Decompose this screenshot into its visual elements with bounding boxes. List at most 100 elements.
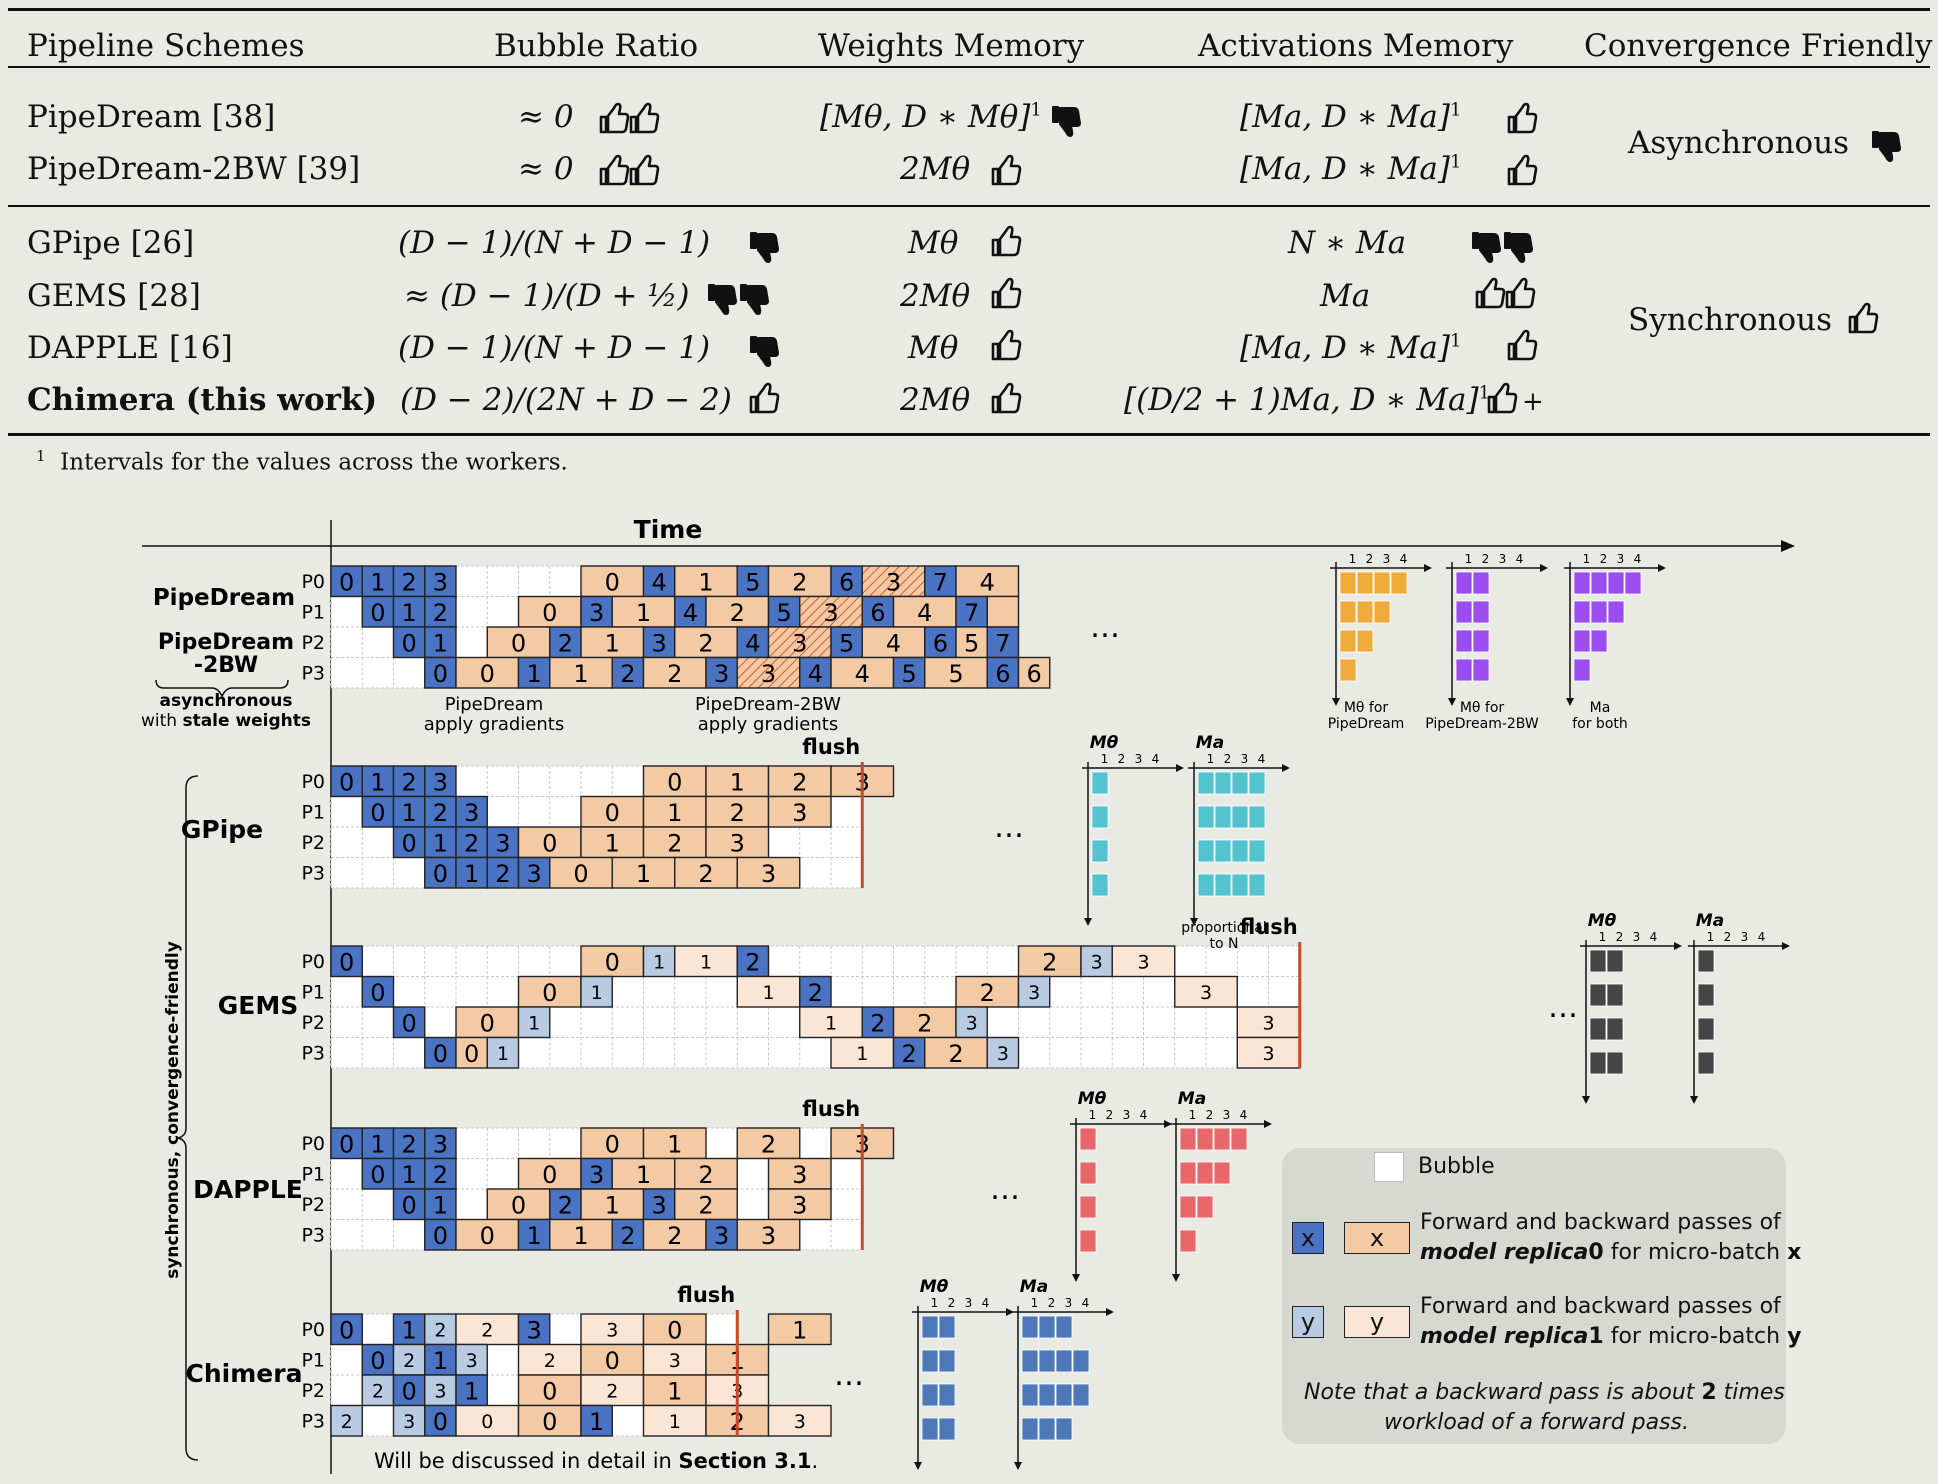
mem-axis-arrow-icon bbox=[1690, 1096, 1698, 1104]
mem-tick-label: 2 bbox=[1206, 1108, 1214, 1122]
mem-bar-cell bbox=[921, 1417, 939, 1441]
pass-cell bbox=[580, 1404, 613, 1437]
pass-label: 2 bbox=[433, 599, 448, 627]
mem-bar-cell bbox=[1021, 1383, 1039, 1407]
pass-label: 1 bbox=[401, 599, 416, 627]
pass-label: 1 bbox=[730, 768, 745, 796]
bw-apply-2: apply gradients bbox=[698, 714, 838, 735]
row-gems-acts: Ma bbox=[1320, 278, 1371, 314]
pass-cell bbox=[424, 1404, 457, 1437]
pass-label: 2 bbox=[606, 1380, 618, 1402]
pass-label: 1 bbox=[700, 951, 712, 973]
pass-cell bbox=[392, 826, 426, 859]
pass-label: 0 bbox=[480, 1222, 495, 1250]
pass-cell bbox=[611, 1218, 645, 1251]
sync-brace bbox=[177, 775, 199, 1461]
pass-cell bbox=[767, 1188, 832, 1221]
mem-bar-cell bbox=[1091, 839, 1109, 863]
mem-title: Ma bbox=[1020, 1277, 1048, 1297]
row-dapple-bubble: (D − 1)/(N + D − 1) bbox=[398, 330, 711, 366]
mem-tick-label: 2 bbox=[948, 1296, 956, 1310]
pass-cell bbox=[517, 1218, 551, 1251]
mem-bar-cell bbox=[1055, 1315, 1073, 1339]
pass-cell bbox=[986, 595, 1020, 628]
pass-cell bbox=[486, 626, 551, 659]
pass-cell bbox=[330, 945, 363, 978]
pass-cell bbox=[455, 1404, 520, 1437]
pass-label: 4 bbox=[886, 629, 901, 657]
pass-label: 0 bbox=[667, 1316, 682, 1344]
table-thumb-icons: + bbox=[599, 102, 1901, 417]
mem-axis-arrow-icon bbox=[1448, 698, 1456, 706]
pass-cell bbox=[517, 1157, 582, 1190]
pass-label: 3 bbox=[1200, 982, 1212, 1004]
pass-label: 2 bbox=[730, 799, 745, 827]
pass-label: 3 bbox=[606, 1319, 618, 1341]
mem-axis-arrow-icon bbox=[1674, 942, 1682, 950]
pass-label: 1 bbox=[636, 599, 651, 627]
pass-cell bbox=[361, 795, 395, 828]
mem-bar-cell bbox=[1589, 1017, 1607, 1041]
pass-cell bbox=[580, 626, 645, 659]
mem-bar-cell bbox=[1055, 1383, 1073, 1407]
pass-label: 3 bbox=[997, 1043, 1009, 1065]
pass-label: 0 bbox=[401, 1191, 416, 1219]
mem-tick-label: 3 bbox=[965, 1296, 973, 1310]
ellipsis: … bbox=[1090, 610, 1120, 645]
worker-label: P1 bbox=[301, 1164, 325, 1186]
pass-cell bbox=[361, 1343, 395, 1376]
plus-mark: + bbox=[1522, 387, 1544, 417]
mem-tick-label: 4 bbox=[1400, 552, 1408, 566]
pass-label: 0 bbox=[480, 1009, 495, 1037]
pass-cell bbox=[580, 1343, 645, 1376]
pass-label: 5 bbox=[948, 660, 963, 688]
pass-cell bbox=[767, 1157, 832, 1190]
mem-bar-cell bbox=[1606, 983, 1624, 1007]
pass-label: 0 bbox=[542, 1377, 557, 1405]
pass-label: 1 bbox=[698, 568, 713, 596]
mem-bar-cell bbox=[1038, 1383, 1056, 1407]
pass-cell bbox=[642, 1404, 707, 1437]
row-pipedream2bw-weights: 2Mθ bbox=[900, 151, 971, 187]
pass-label: 1 bbox=[401, 1316, 416, 1344]
mem-bar-cell bbox=[1472, 658, 1490, 682]
row-gpipe-bubble: (D − 1)/(N + D − 1) bbox=[398, 225, 711, 261]
pass-label: 3 bbox=[434, 1380, 446, 1402]
mem-tick-label: 4 bbox=[1258, 752, 1266, 766]
flush-label: flush bbox=[1240, 915, 1298, 939]
pass-cell bbox=[674, 1157, 738, 1190]
mem-bar-cell bbox=[1590, 629, 1608, 653]
mem-tick-label: 2 bbox=[1366, 552, 1374, 566]
pass-label: 0 bbox=[433, 1222, 448, 1250]
pass-label: 3 bbox=[651, 1191, 666, 1219]
pass-label: 1 bbox=[401, 799, 416, 827]
mem-tick-label: 1 bbox=[1089, 1108, 1097, 1122]
pass-label: 5 bbox=[745, 568, 760, 596]
mem-bar-cell bbox=[1589, 949, 1607, 973]
pass-label: 1 bbox=[433, 1347, 448, 1375]
pass-cell bbox=[1111, 945, 1176, 978]
pass-label: 3 bbox=[589, 599, 604, 627]
row-gems-bubble: ≈ (D − 1)/(D + ½) bbox=[404, 278, 690, 314]
mem-bar-cell bbox=[1472, 571, 1490, 595]
pass-label: 3 bbox=[886, 568, 901, 596]
async-label-1: asynchronous bbox=[159, 691, 292, 711]
pass-label: 0 bbox=[481, 1411, 493, 1433]
pass-label: 0 bbox=[401, 829, 416, 857]
legend-replica0-backward-swatch: x bbox=[1344, 1222, 1410, 1254]
table-bottom-rule bbox=[8, 433, 1930, 436]
legend-replica1-line2: model replica1 for micro-batch y bbox=[1420, 1324, 1802, 1349]
pass-cell bbox=[1236, 1006, 1301, 1039]
pass-cell bbox=[392, 1006, 426, 1039]
pass-cell bbox=[424, 1036, 457, 1069]
mem-bar-cell bbox=[1697, 949, 1715, 973]
mem-bar-cell bbox=[1356, 629, 1374, 653]
pass-label: 1 bbox=[370, 568, 385, 596]
row-gpipe-scheme: GPipe [26] bbox=[27, 225, 195, 261]
worker-label: P1 bbox=[301, 602, 325, 624]
pass-label: 4 bbox=[855, 660, 870, 688]
pass-label: 1 bbox=[825, 1012, 837, 1034]
pass-label: 1 bbox=[370, 768, 385, 796]
mem-tick-label: 3 bbox=[1383, 552, 1391, 566]
